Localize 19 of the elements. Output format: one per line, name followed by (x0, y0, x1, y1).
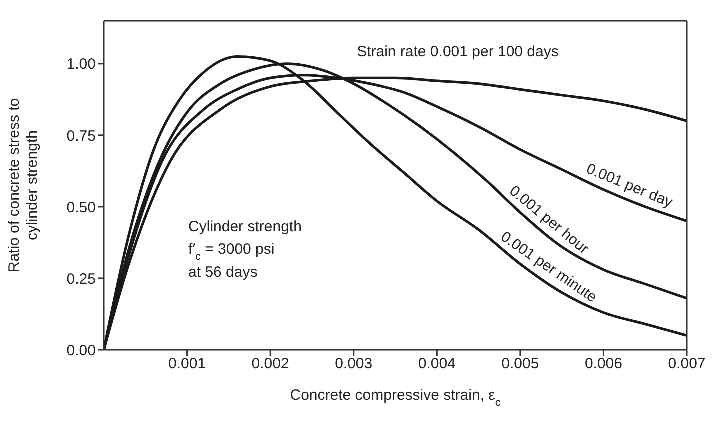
y-tick-label: 0.75 (66, 128, 96, 145)
y-tick-label: 0.25 (66, 270, 96, 288)
x-axis-title: Concrete compressive strain, ε$_{c}$ (290, 387, 502, 409)
y-tick-label: 1.00 (66, 56, 96, 74)
y-tick-label: 0.50 (66, 199, 96, 216)
x-tick-label: 0.006 (584, 356, 622, 373)
x-tick-label: 0.003 (335, 356, 373, 373)
series-label: Strain rate 0.001 per 100 days (357, 44, 559, 61)
annotation: Cylinder strength (188, 218, 302, 236)
y-axis-title: Ratio of concrete stress to cylinder strength (6, 98, 41, 273)
x-tick-label: 0.004 (418, 356, 456, 373)
x-tick-label: 0.002 (252, 356, 290, 373)
x-tick-label: 0.007 (668, 356, 706, 373)
annotation: at 56 days (188, 264, 258, 282)
x-tick-label: 0.001 (168, 356, 206, 373)
y-tick-label: 0.00 (66, 342, 96, 360)
x-tick-label: 0.005 (502, 356, 540, 373)
annotation: f′$_{c}$ = 3000 psi (188, 241, 275, 264)
text: 0.001 per day (584, 160, 676, 212)
